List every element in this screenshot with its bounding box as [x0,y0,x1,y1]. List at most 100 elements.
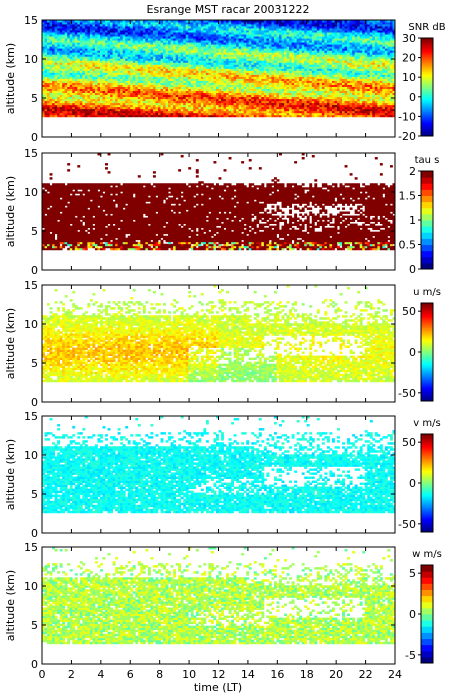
heatmap-cell [251,104,255,108]
heatmap-cell [251,80,255,83]
heatmap-cell [102,108,106,112]
heatmap-cell [165,110,169,114]
heatmap-cell [82,92,86,96]
heatmap-cell [178,68,182,71]
heatmap-cell [233,52,237,55]
heatmap-cell [215,34,219,37]
heatmap-cell [218,36,222,39]
heatmap-cell [180,86,184,89]
heatmap-cell [185,86,189,89]
heatmap-cell [205,104,209,108]
heatmap-cell [215,100,219,104]
heatmap-cell [256,114,260,118]
heatmap-cell [238,94,242,98]
heatmap-cell [190,84,194,87]
heatmap-cell [64,58,68,61]
heatmap-cell [241,54,245,57]
heatmap-cell [183,56,187,59]
heatmap-cell [246,78,250,81]
heatmap-cell [62,22,66,25]
heatmap-cell [72,34,76,37]
heatmap-cell [115,70,119,73]
heatmap-cell [59,78,63,81]
heatmap-cell [190,80,194,83]
heatmap-cell [190,28,194,31]
heatmap-cell [42,42,45,45]
heatmap-cell [231,20,235,23]
heatmap-cell [115,36,119,39]
heatmap-cell [44,94,48,98]
heatmap-cell [59,68,63,71]
heatmap-cell [210,112,214,116]
heatmap-cell [44,76,48,79]
heatmap-cell [117,50,121,53]
heatmap-cell [120,56,124,59]
heatmap-cell [223,94,227,98]
heatmap-cell [87,88,91,92]
heatmap-cell [120,100,124,104]
heatmap-cell [213,46,217,49]
heatmap-cell [218,54,222,57]
heatmap-cell [92,66,96,69]
heatmap-cell [193,56,197,59]
heatmap-cell [251,48,255,51]
heatmap-cell [135,86,139,89]
heatmap-cell [223,56,227,59]
heatmap-cell [130,60,134,63]
heatmap-cell [105,24,108,27]
heatmap-cell [243,74,247,77]
heatmap-cell [253,72,257,75]
heatmap-cell [238,34,242,37]
heatmap-cell [223,90,227,94]
heatmap-cell [198,66,202,69]
heatmap-cell [69,110,73,114]
heatmap-cell [180,78,184,81]
heatmap-cell [231,106,235,110]
heatmap-cell [74,82,78,85]
heatmap-cell [62,36,66,39]
heatmap-cell [180,32,184,35]
heatmap-cell [170,70,174,73]
heatmap-cell [69,82,73,85]
heatmap-cell [99,28,103,31]
heatmap-cell [157,72,161,75]
heatmap-cell [175,34,179,37]
heatmap-cell [107,58,111,61]
heatmap-cell [77,90,81,94]
heatmap-cell [178,64,182,67]
heatmap-cell [218,58,222,61]
heatmap-cell [142,82,146,85]
heatmap-cell [105,80,108,83]
heatmap-cell [117,58,121,61]
heatmap-cell [157,108,161,112]
heatmap-cell [215,64,219,67]
heatmap-cell [231,24,235,27]
heatmap-cell [49,50,53,53]
heatmap-cell [193,36,197,39]
heatmap-cell [120,64,124,67]
heatmap-cell [142,52,146,55]
heatmap-cell [160,80,164,83]
heatmap-cell [193,78,197,81]
heatmap-cell [62,48,66,51]
heatmap-cell [210,106,214,110]
heatmap-cell [92,64,96,67]
heatmap-cell [218,102,222,106]
heatmap-cell [215,50,219,53]
heatmap-cell [241,94,245,98]
heatmap-cell [208,32,212,35]
heatmap-cell [168,98,171,102]
heatmap-cell [233,38,237,41]
heatmap-cell [122,68,126,71]
heatmap-cell [130,74,134,77]
heatmap-cell [132,56,136,59]
heatmap-cell [122,58,126,61]
heatmap-cell [195,22,199,25]
heatmap-cell [74,114,78,118]
heatmap-cell [54,30,58,33]
heatmap-cell [42,70,45,73]
heatmap-cell [253,92,257,96]
heatmap-cell [147,102,151,106]
heatmap-cell [251,40,255,43]
heatmap-cell [84,110,88,114]
